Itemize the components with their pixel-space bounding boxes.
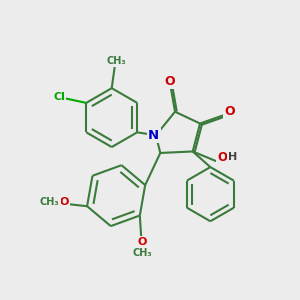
Text: O: O [60,197,69,207]
Text: O: O [217,151,227,164]
Text: H: H [228,152,238,162]
Text: CH₃: CH₃ [40,197,59,207]
Text: Cl: Cl [53,92,65,102]
Text: CH₃: CH₃ [132,248,152,258]
Text: CH₃: CH₃ [106,56,126,66]
Text: N: N [148,129,159,142]
Text: O: O [224,105,235,118]
Text: O: O [137,237,147,247]
Text: O: O [165,75,175,88]
